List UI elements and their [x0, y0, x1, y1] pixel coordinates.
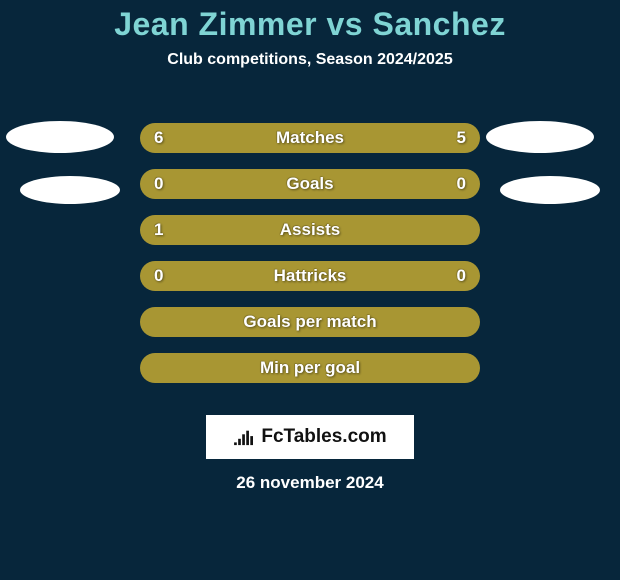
stat-row-goals-per-match: Goals per match: [140, 307, 480, 337]
stat-row-assists: Assists 1: [140, 215, 480, 245]
stat-label: Goals: [286, 174, 333, 194]
comparison-title: Jean Zimmer vs Sanchez: [0, 0, 620, 43]
left-player-avatar: [6, 121, 114, 153]
stat-label: Hattricks: [274, 266, 347, 286]
watermark: FcTables.com: [206, 415, 414, 459]
player1-name: Jean Zimmer: [114, 6, 317, 42]
vs-separator: vs: [317, 6, 372, 42]
stat-value-left: 6: [154, 128, 163, 148]
stat-label: Goals per match: [243, 312, 376, 332]
watermark-text: FcTables.com: [261, 426, 386, 448]
stat-label: Assists: [280, 220, 340, 240]
stat-value-right: 0: [457, 266, 466, 286]
stat-label: Matches: [276, 128, 344, 148]
stat-value-right: 5: [457, 128, 466, 148]
stat-row-goals: Goals 0 0: [140, 169, 480, 199]
stat-row-hattricks: Hattricks 0 0: [140, 261, 480, 291]
stat-row-matches: Matches 6 5: [140, 123, 480, 153]
bar-chart-icon: [233, 428, 255, 446]
stat-value-right: 0: [457, 174, 466, 194]
stat-value-left: 0: [154, 266, 163, 286]
stat-value-left: 1: [154, 220, 163, 240]
stat-row-min-per-goal: Min per goal: [140, 353, 480, 383]
right-player-avatar: [486, 121, 594, 153]
stat-label: Min per goal: [260, 358, 360, 378]
player2-name: Sanchez: [372, 6, 505, 42]
stat-value-left: 0: [154, 174, 163, 194]
subtitle: Club competitions, Season 2024/2025: [0, 51, 620, 69]
footer-date: 26 november 2024: [0, 473, 620, 493]
left-player-avatar: [20, 176, 120, 204]
right-player-avatar: [500, 176, 600, 204]
